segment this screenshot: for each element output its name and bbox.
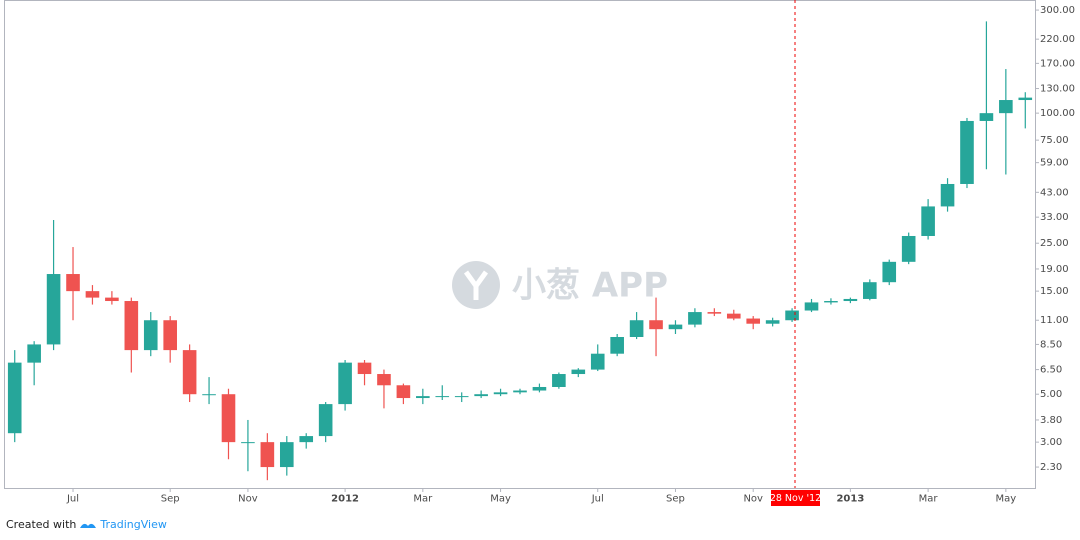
candle-body: [221, 394, 236, 443]
y-tick-label: 2.30: [1040, 462, 1062, 473]
candle-body: [66, 274, 80, 292]
candle-body: [649, 320, 663, 330]
x-tick-label: May: [996, 494, 1017, 505]
candle-body: [182, 350, 197, 395]
y-tick-label: 3.00: [1040, 437, 1062, 448]
candle-body: [707, 312, 722, 314]
candle-body: [202, 394, 216, 396]
y-tick-label: 25.00: [1040, 238, 1069, 249]
candle-body: [765, 320, 780, 324]
x-tick-label: 2013: [836, 494, 864, 505]
candle-body: [279, 442, 294, 468]
x-tick-label: Sep: [666, 494, 685, 505]
candle-body: [979, 113, 994, 121]
candle-body: [435, 396, 450, 398]
x-tick-label: Nov: [238, 494, 258, 505]
x-tick-label: May: [490, 494, 511, 505]
candle-body: [46, 274, 61, 345]
candle-body: [513, 390, 527, 393]
candle-body: [357, 362, 372, 375]
candle-body: [318, 404, 333, 437]
y-tick-label: 11.00: [1040, 315, 1069, 326]
candle-body: [552, 374, 566, 387]
y-tick-label: 100.00: [1040, 108, 1075, 119]
candle-body: [629, 320, 644, 338]
candle-body: [901, 235, 916, 262]
x-tick-label: Sep: [161, 494, 180, 505]
y-tick-label: 130.00: [1040, 84, 1075, 95]
watermark-text: 小葱 APP: [512, 266, 668, 306]
y-tick-label: 33.00: [1040, 212, 1069, 223]
x-tick-label: Nov: [743, 494, 763, 505]
candle-body: [454, 396, 469, 398]
candle-body: [688, 312, 702, 325]
candle-body: [299, 436, 314, 443]
candle-body: [863, 282, 877, 299]
footer-brand: TradingView: [100, 518, 167, 531]
candle-body: [804, 302, 819, 311]
candle-body: [416, 396, 430, 399]
y-tick-label: 6.50: [1040, 365, 1062, 376]
candle-body: [785, 310, 799, 321]
footer-prefix: Created with: [6, 518, 77, 531]
y-tick-label: 5.00: [1040, 389, 1062, 400]
crosshair-label: 28 Nov '12: [770, 493, 821, 504]
candle-body: [27, 344, 41, 363]
y-tick-label: 8.50: [1040, 339, 1062, 350]
candle-body: [163, 320, 177, 351]
x-tick-label: 2012: [331, 494, 359, 505]
candle-body: [143, 320, 158, 351]
candle-body: [921, 206, 935, 236]
candle-body: [999, 100, 1013, 114]
y-tick-label: 75.00: [1040, 135, 1069, 146]
candle-body: [260, 442, 275, 468]
candle-body: [7, 362, 22, 434]
candle-body: [590, 353, 605, 370]
chart: 小葱 APP 300.00 220.00 170.00 130.00 100.00 75.…: [4, 0, 1075, 506]
candle-body: [396, 385, 411, 399]
footer: Created with TradingView: [6, 518, 167, 531]
candle-body: [124, 301, 139, 351]
y-tick-label: 19.00: [1040, 264, 1069, 275]
plot-frame: [4, 0, 1036, 489]
y-tick-label: 300.00: [1040, 5, 1075, 16]
candle-body: [882, 261, 897, 283]
candle-body: [377, 374, 391, 386]
candle-body: [1018, 97, 1033, 101]
y-tick-label: 3.80: [1040, 415, 1062, 426]
x-tick-label: Mar: [413, 494, 433, 505]
candle-body: [241, 442, 255, 444]
candle-body: [726, 313, 741, 319]
crosshair-label-bg: [771, 490, 820, 506]
candle-body: [940, 183, 955, 207]
candle-body: [474, 394, 488, 397]
y-tick-label: 170.00: [1040, 58, 1075, 69]
x-tick-label: Jul: [591, 494, 604, 505]
candle-body: [532, 386, 547, 391]
candle-body: [824, 301, 838, 303]
candle-body: [105, 297, 119, 302]
candle-body: [960, 120, 974, 184]
watermark: 小葱 APP: [452, 261, 668, 309]
candle-body: [668, 324, 683, 330]
candle-body: [85, 291, 100, 298]
y-tick-label: 43.00: [1040, 187, 1069, 198]
candle-body: [610, 337, 624, 354]
y-tick-label: 15.00: [1040, 286, 1069, 297]
candle-body: [843, 298, 858, 302]
candle-body: [338, 362, 352, 405]
candle-body: [493, 392, 508, 395]
candle-body: [746, 318, 761, 324]
candle-body: [571, 369, 586, 375]
y-tick-label: 59.00: [1040, 158, 1069, 169]
y-tick-label: 220.00: [1040, 34, 1075, 45]
x-tick-label: Jul: [66, 494, 79, 505]
tv-logo: [80, 523, 97, 528]
x-tick-label: Mar: [919, 494, 939, 505]
